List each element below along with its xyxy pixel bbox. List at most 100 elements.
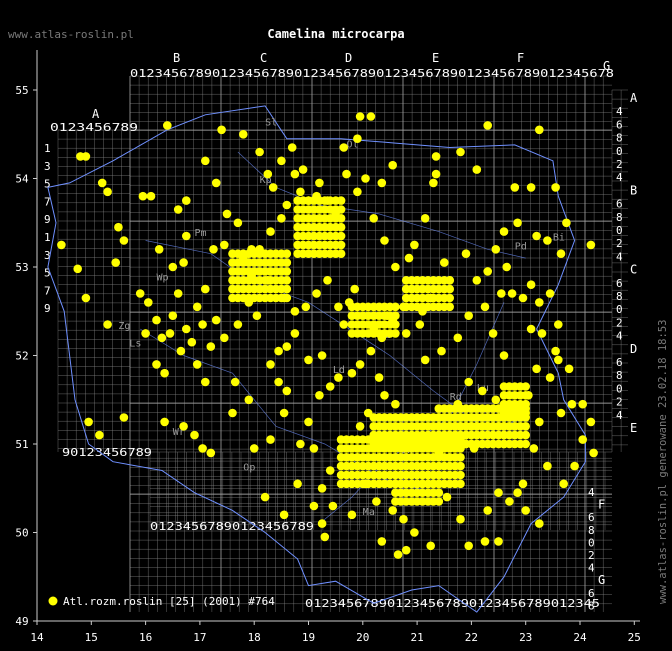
occurrence-point [157,333,167,343]
grid-digit-right: 4 [588,486,595,499]
x-tick-label: 24 [573,631,587,644]
occurrence-point [339,320,349,329]
occurrence-point [388,160,398,170]
occurrence-point [366,112,376,121]
occurrence-point [505,497,514,506]
occurrence-point [391,329,400,338]
occurrence-point [206,448,216,458]
region-code: Zg [118,321,130,332]
occurrence-point [562,218,571,228]
grid-letter-top: G [603,59,610,73]
occurrence-point [499,227,509,236]
region-code: Ld [333,365,345,376]
occurrence-point [513,488,522,498]
region-code: Pd [515,241,527,252]
occurrence-point [377,537,387,546]
occurrence-point [513,218,522,228]
grid-digit-row: 012345678901234567890123456789012345 [305,597,600,610]
occurrence-point [211,178,221,188]
y-tick-label: 53 [15,261,28,274]
x-tick-label: 21 [410,631,423,644]
legend-label: Atl.rozm.roslin [25] (2001) #764 [63,595,275,608]
grid-digit-right: 6 [616,277,623,290]
occurrence-point [57,240,66,250]
occurrence-point [456,444,465,453]
grid-letter-top: B [173,51,180,65]
grid-letter-right: B [630,183,637,197]
occurrence-point [353,187,362,197]
occurrence-point [445,284,455,294]
x-tick-label: 22 [465,631,478,644]
occurrence-point [182,231,191,241]
occurrence-point [119,236,129,245]
occurrence-point [328,501,338,511]
region-code: Rd [450,392,462,403]
occurrence-point [323,276,332,285]
site-url[interactable]: www.atlas-roslin.pl [8,28,134,41]
y-tick-label: 50 [15,527,28,540]
internal-boundary [140,328,450,498]
grid-digit-right: 0 [588,536,595,549]
occurrence-point [287,143,297,152]
occurrence-point [138,191,148,201]
occurrence-point [220,333,229,343]
occurrence-point [312,289,321,298]
x-tick-label: 15 [85,631,98,644]
occurrence-point [198,444,207,453]
occurrence-point [152,315,161,325]
occurrence-point [521,506,530,515]
occurrence-point [355,112,365,121]
occurrence-point [535,298,544,307]
region-code: Wp [157,272,169,283]
occurrence-point [260,492,270,502]
occurrence-point [317,351,327,360]
occurrence-point [415,320,425,329]
x-tick-label: 17 [193,631,206,644]
grid-digit-right: 8 [616,290,623,303]
occurrence-point [309,501,319,511]
grid-digit-left: 1 [44,231,51,244]
grid-digit-right: 2 [588,549,595,562]
grid-digit-right: 4 [616,330,623,343]
occurrence-point [434,497,444,506]
occurrence-point [315,391,324,400]
x-tick-label: 23 [519,631,532,644]
occurrence-point [296,187,305,197]
occurrence-point [252,311,262,321]
occurrence-point [535,125,544,135]
grid-digit-left: 1 [44,142,51,155]
occurrence-point [103,187,112,197]
occurrence-point [81,152,91,161]
x-tick-label: 14 [30,631,44,644]
occurrence-point [201,377,210,387]
grid-letter-right: D [630,342,637,356]
occurrence-point [537,329,547,338]
occurrence-point [182,196,191,205]
occurrence-point [556,408,566,418]
occurrence-point [279,510,289,520]
occurrence-point [521,408,530,418]
occurrence-point [521,439,530,449]
occurrence-point [464,377,474,387]
occurrence-point [320,532,330,542]
grid-digit-right: 6 [616,118,623,131]
occurrence-point [179,422,188,431]
occurrence-point [282,293,292,303]
grid-digit-right: 8 [616,132,623,145]
occurrence-point [266,435,275,444]
occurrence-point [554,320,563,329]
grid-digit-left: 3 [44,249,51,262]
occurrence-point [483,267,493,276]
occurrence-point [526,183,536,192]
occurrence-point [282,342,292,351]
grid-digit-left: 7 [44,195,51,208]
y-tick-label: 51 [15,438,28,451]
occurrence-point [279,408,289,418]
grid-letter-top: A [92,107,100,121]
occurrence-point [304,355,313,365]
occurrence-point [445,276,455,285]
region-code: Sl [265,117,277,128]
occurrence-point [578,435,587,444]
grid-letter-right: A [630,91,638,105]
occurrence-point [410,240,419,250]
